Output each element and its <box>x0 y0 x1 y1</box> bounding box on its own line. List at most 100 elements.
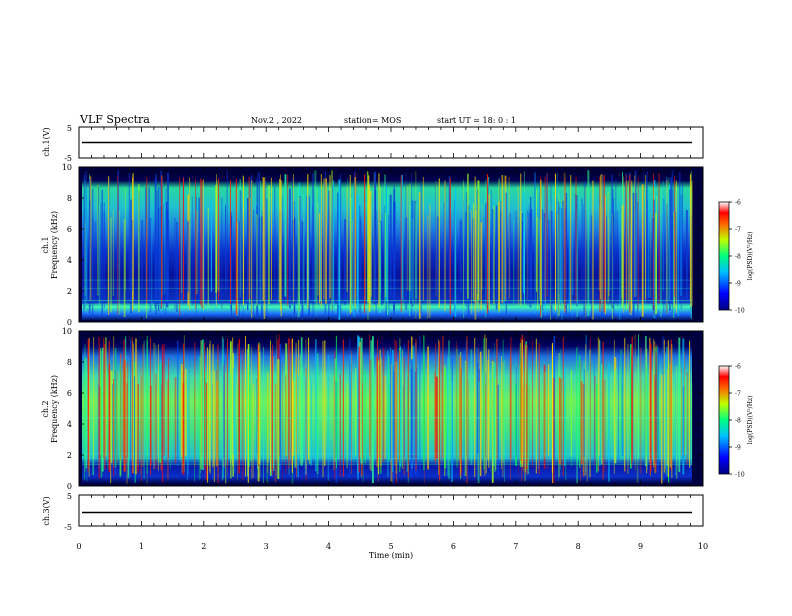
spectral-spike <box>589 338 591 478</box>
spectral-streak <box>448 176 451 295</box>
spectral-streak <box>205 382 208 481</box>
spectral-streak <box>615 178 617 291</box>
spectral-streak <box>302 194 305 305</box>
spectral-streak <box>676 366 678 479</box>
spectral-spike <box>666 180 668 314</box>
spectral-spike <box>652 173 654 309</box>
date-label: Nov.2 , 2022 <box>251 116 302 125</box>
spectral-streak <box>403 192 405 310</box>
spectral-streak <box>497 384 500 475</box>
spectral-streak <box>560 378 562 466</box>
spectral-spike <box>229 179 231 304</box>
spectral-streak <box>454 218 456 303</box>
spectral-streak <box>181 187 183 306</box>
spectral-streak <box>358 205 361 313</box>
spectral-streak <box>496 338 498 460</box>
spectral-streak <box>98 336 101 479</box>
spectral-streak <box>552 378 555 484</box>
spectral-streak <box>263 177 266 320</box>
spectral-streak <box>444 365 446 476</box>
freq-tick-label: 10 <box>62 163 72 172</box>
freq-tick-label: 4 <box>67 256 72 265</box>
spectral-streak <box>621 354 624 457</box>
spectral-streak <box>523 370 525 473</box>
spectral-streak <box>319 189 322 301</box>
spectral-streak <box>191 196 193 307</box>
ch1-colorbar: -6 -7 -8 -9 -10 log(PSD)(V²/Hz) <box>718 200 754 315</box>
spectral-streak <box>160 206 162 310</box>
spectral-spike <box>671 344 673 478</box>
spectral-streak <box>368 185 371 312</box>
spectral-streak <box>664 375 666 474</box>
spectral-streak <box>357 335 359 480</box>
spectral-streak <box>310 380 312 465</box>
spectral-spike <box>279 174 281 311</box>
spectral-streak <box>390 351 392 460</box>
spectral-streak <box>490 369 492 472</box>
spectral-spike <box>444 180 446 312</box>
spectral-streak <box>187 220 190 293</box>
spectral-spike <box>108 341 110 470</box>
spectral-streak <box>513 219 515 304</box>
spectral-streak <box>238 339 240 474</box>
spectral-streak <box>637 201 639 315</box>
spectral-spike <box>131 337 133 474</box>
spectral-spike <box>585 344 587 476</box>
spectral-streak <box>580 361 582 482</box>
spectral-streak <box>119 363 121 478</box>
spectral-spike <box>435 343 437 465</box>
spectral-streak <box>88 178 91 314</box>
spectral-streak <box>180 363 183 457</box>
start-time-label: start UT = 18: 0 : 1 <box>437 116 516 125</box>
spectral-streak <box>393 201 396 301</box>
spectral-streak <box>645 216 647 298</box>
spectral-streak <box>186 370 188 481</box>
spectral-streak <box>632 192 635 317</box>
spectral-streak <box>456 349 459 468</box>
spectral-spike <box>194 342 196 467</box>
spectral-spike <box>601 173 603 304</box>
spectral-streak <box>355 367 357 456</box>
spectral-streak <box>237 385 239 459</box>
spectral-streak <box>387 189 389 316</box>
ch3-waveform-panel: 5 -5 ch.3(V) <box>42 492 704 532</box>
ch1-ytick-bottom: -5 <box>64 154 72 163</box>
spectral-streak <box>690 170 692 319</box>
spectral-streak <box>415 367 418 476</box>
spectral-streak <box>360 337 363 464</box>
ch1-spectrogram-ylabel-freq: Frequency (kHz) <box>50 211 59 279</box>
spectral-streak <box>195 184 197 292</box>
spectral-streak <box>596 383 598 473</box>
spectral-streak <box>668 177 670 300</box>
spectral-streak <box>503 189 506 306</box>
colorbar-tick-label: -10 <box>735 472 745 479</box>
spectral-streak <box>241 348 244 481</box>
spectral-streak <box>500 201 502 296</box>
spectral-streak <box>259 180 262 303</box>
spectral-streak <box>279 344 282 471</box>
spectral-spike <box>322 340 324 478</box>
spectral-streak <box>480 222 482 310</box>
spectral-spike <box>655 344 657 473</box>
spectral-streak <box>155 374 157 470</box>
spectral-streak <box>188 350 190 466</box>
spectral-streak <box>92 219 95 304</box>
spectral-streak <box>85 184 87 308</box>
spectral-streak <box>164 188 166 295</box>
spectral-streak <box>570 370 572 457</box>
spectral-streak <box>281 362 283 479</box>
spectral-streak <box>126 383 128 463</box>
spectral-streak <box>646 362 648 457</box>
spectral-streak <box>619 214 621 320</box>
spectral-streak <box>547 219 550 301</box>
spectral-spike <box>270 340 272 475</box>
spectral-streak <box>211 383 213 480</box>
spectral-streak <box>669 363 672 468</box>
ch2-spectrogram-panel: 0 2 4 6 8 10 ch.2 Frequency (kHz) <box>41 327 704 491</box>
spectral-streak <box>110 370 112 484</box>
spectral-streak <box>292 178 293 306</box>
spectral-streak <box>494 362 496 473</box>
spectral-streak <box>406 375 409 475</box>
spectral-streak <box>226 170 228 294</box>
